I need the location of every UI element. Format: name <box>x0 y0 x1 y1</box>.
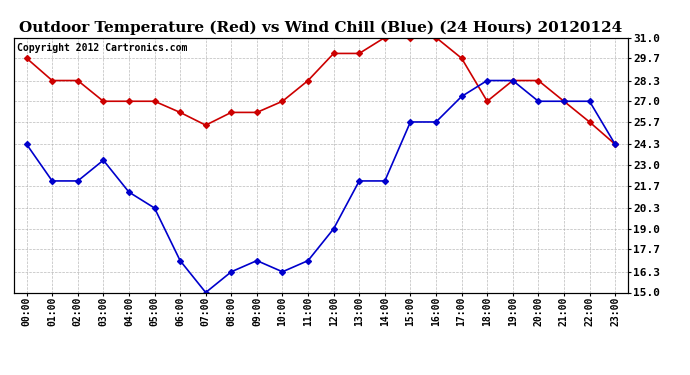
Title: Outdoor Temperature (Red) vs Wind Chill (Blue) (24 Hours) 20120124: Outdoor Temperature (Red) vs Wind Chill … <box>19 21 622 35</box>
Text: Copyright 2012 Cartronics.com: Copyright 2012 Cartronics.com <box>17 43 187 52</box>
